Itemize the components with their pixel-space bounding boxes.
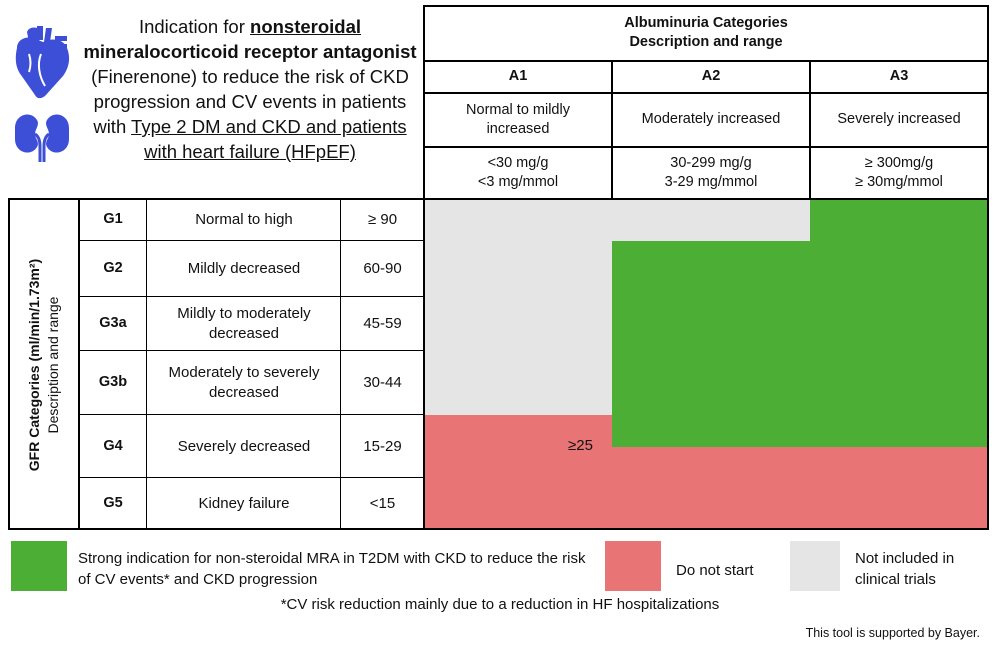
row-code-g3b: G3b bbox=[98, 374, 128, 391]
matrix-cell-g3b-a3 bbox=[810, 351, 988, 415]
row-code-g5: G5 bbox=[103, 494, 123, 511]
row-range-g5: <15 bbox=[369, 494, 396, 512]
grid-line bbox=[78, 477, 424, 478]
matrix-cell-g4-a3-bottom bbox=[810, 447, 988, 478]
grid-line bbox=[146, 198, 147, 530]
column-desc-a1: Normal to mildly increased bbox=[466, 101, 570, 137]
row-range-g2: 60-90 bbox=[363, 260, 402, 278]
legend-green-swatch bbox=[11, 541, 67, 591]
column-desc-a3: Severely increased bbox=[837, 111, 961, 128]
threshold-annotation: ≥25 bbox=[568, 437, 593, 454]
grid-line bbox=[423, 92, 989, 94]
grid-line bbox=[78, 198, 80, 530]
legend-green-text: Strong indication for non-steroidal MRA … bbox=[78, 550, 586, 588]
matrix-cell-g1-a2 bbox=[612, 199, 810, 241]
grid-line bbox=[78, 350, 424, 351]
row-desc-g2: Mildly decreased bbox=[187, 260, 301, 278]
row-desc-g3a: Mildly to moderately decreased bbox=[177, 305, 311, 342]
matrix-cell-g4-a3-top bbox=[810, 415, 988, 447]
row-code-g2: G2 bbox=[103, 260, 123, 277]
column-code-a1: A1 bbox=[508, 68, 528, 85]
grid-line bbox=[78, 296, 424, 297]
matrix-cell-g2-a1 bbox=[424, 241, 612, 297]
column-desc-a2: Moderately increased bbox=[641, 111, 781, 128]
column-range-a3: ≥ 300mg/g ≥ 30mg/mmol bbox=[855, 154, 943, 190]
grid-line bbox=[611, 60, 613, 199]
grid-line bbox=[423, 60, 989, 62]
matrix-cell-g4-a2-top bbox=[612, 415, 810, 447]
matrix-cell-g2-a2 bbox=[612, 241, 810, 297]
grid-line bbox=[987, 5, 989, 530]
row-range-g4: 15-29 bbox=[363, 437, 402, 455]
grid-line bbox=[423, 5, 425, 530]
matrix-cell-g4-a1 bbox=[424, 415, 612, 478]
row-desc-g1: Normal to high bbox=[195, 211, 293, 229]
matrix-cell-g3a-a2 bbox=[612, 297, 810, 351]
page-title: Indication for nonsteroidal mineralocort… bbox=[83, 16, 417, 162]
matrix-cell-g5-a3 bbox=[810, 478, 988, 529]
grid-line bbox=[8, 198, 989, 200]
gfr-category-label: GFR Categories (ml/min/1.73m²) Descripti… bbox=[26, 258, 61, 472]
matrix-cell-g3a-a1 bbox=[424, 297, 612, 351]
legend-gray-text: Not included in clinical trials bbox=[855, 550, 955, 588]
column-range-a2: 30-299 mg/g 3-29 mg/mmol bbox=[664, 154, 758, 190]
matrix-cell-g3b-a1 bbox=[424, 351, 612, 415]
column-code-a3: A3 bbox=[889, 68, 909, 85]
column-code-a2: A2 bbox=[701, 68, 721, 85]
grid-line bbox=[8, 528, 989, 530]
support-note: This tool is supported by Bayer. bbox=[805, 626, 980, 640]
row-range-g3a: 45-59 bbox=[363, 315, 402, 333]
grid-line bbox=[423, 5, 989, 7]
row-desc-g3b: Moderately to severely decreased bbox=[168, 364, 320, 401]
grid-line bbox=[340, 198, 341, 530]
legend-red-text: Do not start bbox=[676, 562, 754, 579]
footnote: *CV risk reduction mainly due to a reduc… bbox=[280, 596, 720, 613]
legend-gray-swatch bbox=[790, 541, 840, 591]
row-code-g1: G1 bbox=[103, 211, 123, 228]
legend-red-swatch bbox=[605, 541, 661, 591]
grid-line bbox=[78, 414, 424, 415]
row-range-g3b: 30-44 bbox=[363, 374, 402, 392]
kidney-icon bbox=[15, 114, 69, 162]
column-range-a1: <30 mg/g <3 mg/mmol bbox=[477, 154, 559, 190]
grid-line bbox=[78, 240, 424, 241]
matrix-cell-g2-a3 bbox=[810, 241, 988, 297]
matrix-cell-g1-a3 bbox=[810, 199, 988, 241]
albuminuria-header: Albuminuria Categories Description and r… bbox=[624, 14, 788, 50]
matrix-cell-g4-a2-bottom bbox=[612, 447, 810, 478]
matrix-cell-g1-a1 bbox=[424, 199, 612, 241]
row-desc-g4: Severely decreased bbox=[177, 437, 311, 455]
row-code-g4: G4 bbox=[103, 437, 123, 454]
matrix-cell-g5-a2 bbox=[612, 478, 810, 529]
grid-line bbox=[8, 198, 10, 530]
heart-icon bbox=[15, 26, 70, 99]
matrix-cell-g5-a1 bbox=[424, 478, 612, 529]
row-desc-g5: Kidney failure bbox=[198, 494, 290, 512]
row-code-g3a: G3a bbox=[99, 315, 127, 332]
grid-line bbox=[809, 60, 811, 199]
grid-line bbox=[423, 146, 989, 148]
matrix-cell-g3a-a3 bbox=[810, 297, 988, 351]
row-range-g1: ≥ 90 bbox=[367, 211, 398, 229]
matrix-cell-g3b-a2 bbox=[612, 351, 810, 415]
